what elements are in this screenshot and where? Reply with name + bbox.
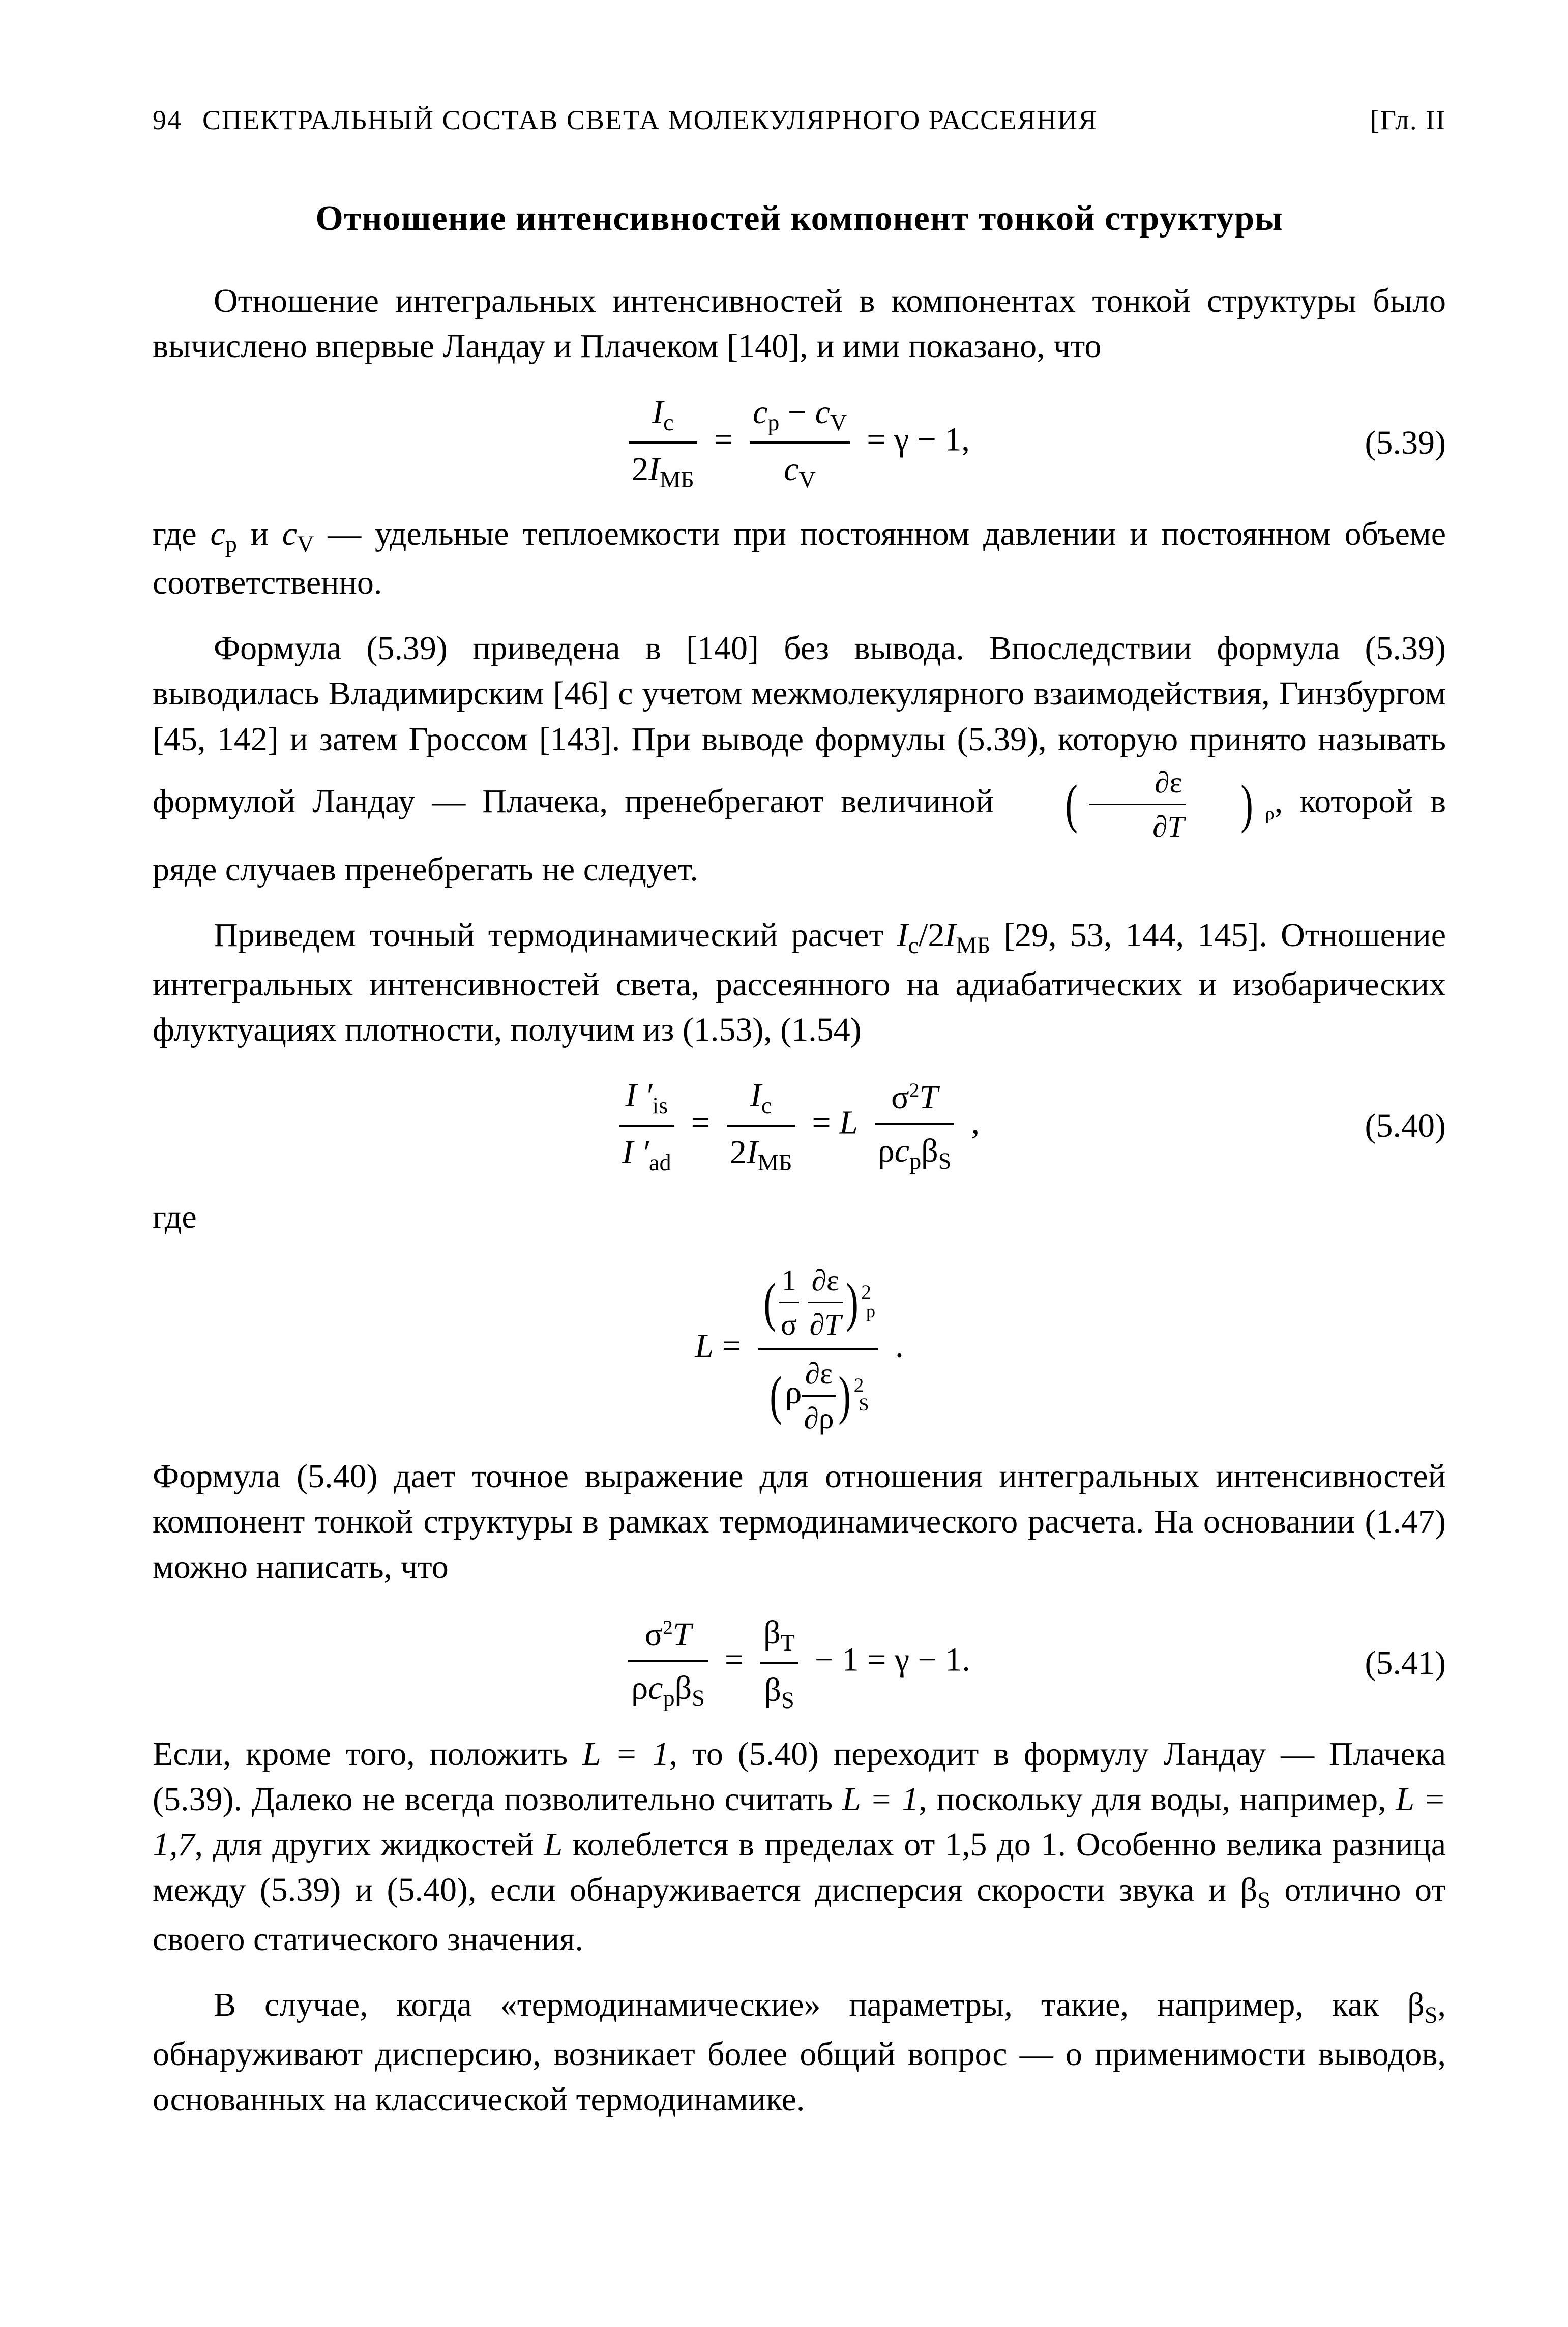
equation-number: (5.40)	[1365, 1103, 1446, 1148]
page-number: 94	[153, 102, 182, 139]
equation-5-39: Ic 2IМБ = cp − cV cV = γ − 1, (5.39)	[153, 390, 1446, 496]
equation-number: (5.41)	[1365, 1640, 1446, 1686]
eq-body: σ2T ρcpβS = βT βS − 1 = γ − 1.	[628, 1610, 970, 1716]
paragraph-4: Приведем точный термодинамический расчет…	[153, 912, 1446, 1052]
section-title: Отношение интенсивностей компонент тонко…	[153, 195, 1446, 243]
paragraph-1: Отношение интегральных интенсивностей в …	[153, 278, 1446, 369]
page-header: 94 СПЕКТРАЛЬНЫЙ СОСТАВ СВЕТА МОЛЕКУЛЯРНО…	[153, 102, 1446, 139]
paragraph-2: где cp и cV — удельные теплоемкости при …	[153, 511, 1446, 606]
eq-body: Ic 2IМБ = cp − cV cV = γ − 1,	[629, 390, 970, 496]
eq-body: L = (1σ ∂ε∂T)2p (ρ∂ε∂ρ)2S .	[695, 1260, 903, 1438]
equation-number: (5.39)	[1365, 420, 1446, 465]
header-left: 94 СПЕКТРАЛЬНЫЙ СОСТАВ СВЕТА МОЛЕКУЛЯРНО…	[153, 102, 1098, 139]
paragraph-7: Если, кроме того, положить L = 1, то (5.…	[153, 1731, 1446, 1962]
paragraph-8: В случае, когда «термодинамические» пара…	[153, 1982, 1446, 2122]
paragraph-5: где	[153, 1194, 1446, 1240]
paragraph-6: Формула (5.40) дает точное выражение для…	[153, 1454, 1446, 1589]
page: 94 СПЕКТРАЛЬНЫЙ СОСТАВ СВЕТА МОЛЕКУЛЯРНО…	[0, 0, 1568, 2327]
equation-5-40: I ′is I ′ad = Ic 2IМБ = L σ2T ρcpβS , (5…	[153, 1073, 1446, 1179]
paragraph-3: Формула (5.39) приведена в [140] без выв…	[153, 626, 1446, 892]
running-title: СПЕКТРАЛЬНЫЙ СОСТАВ СВЕТА МОЛЕКУЛЯРНОГО …	[202, 102, 1098, 139]
chapter-mark: [Гл. II	[1370, 102, 1446, 139]
equation-L-def: L = (1σ ∂ε∂T)2p (ρ∂ε∂ρ)2S .	[153, 1260, 1446, 1438]
eq-body: I ′is I ′ad = Ic 2IМБ = L σ2T ρcpβS ,	[619, 1073, 980, 1179]
equation-5-41: σ2T ρcpβS = βT βS − 1 = γ − 1. (5.41)	[153, 1610, 1446, 1716]
